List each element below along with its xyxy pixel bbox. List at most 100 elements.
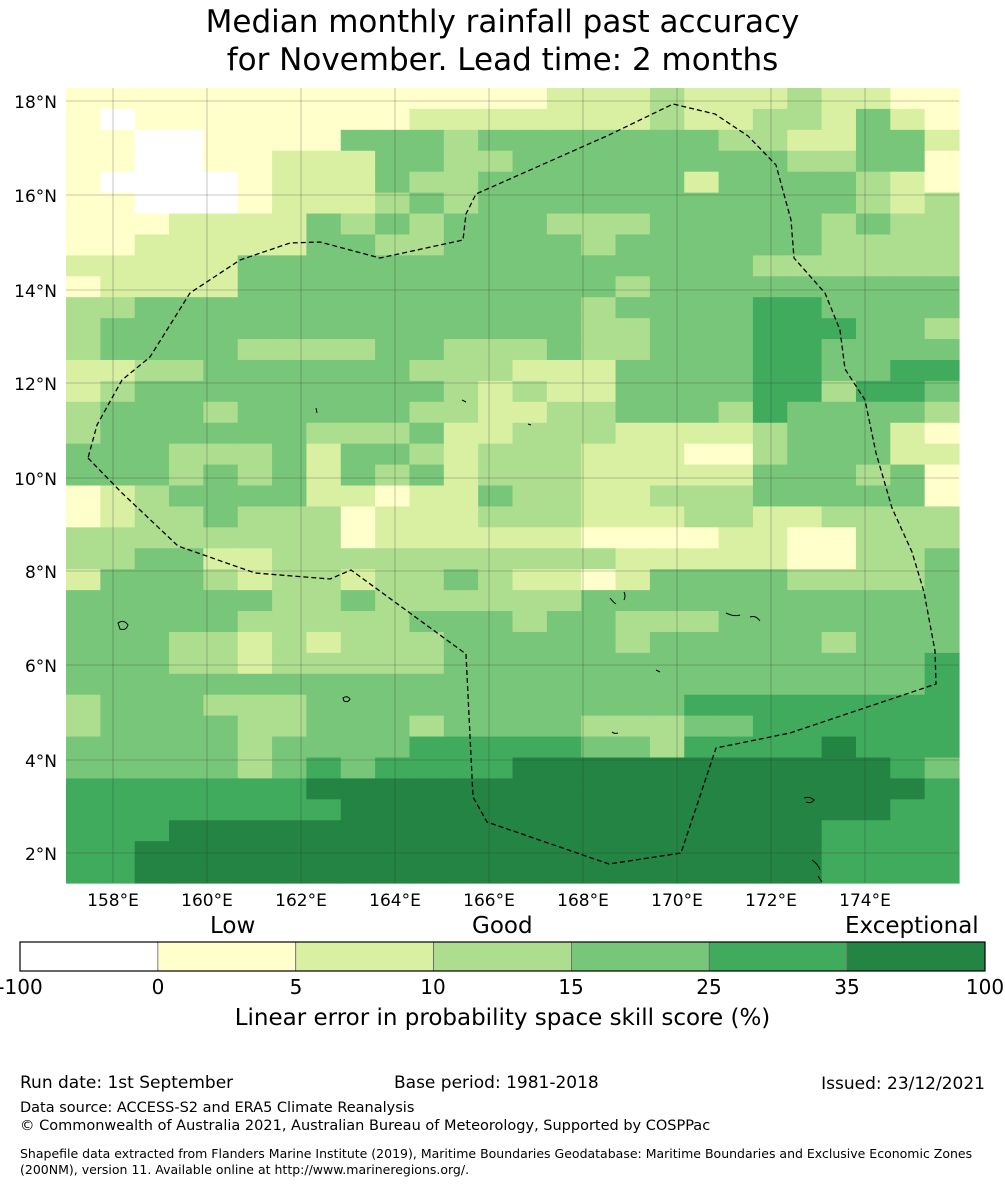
grid-cell	[340, 590, 376, 612]
grid-cell	[546, 443, 582, 466]
grid-cell	[478, 318, 514, 340]
grid-cell	[134, 213, 170, 236]
grid-cell	[787, 862, 823, 884]
grid-cell	[924, 443, 960, 466]
grid-cell	[924, 339, 960, 361]
grid-cell	[752, 129, 788, 152]
grid-cell	[821, 694, 857, 717]
grid-cell	[581, 150, 617, 173]
grid-cell	[787, 548, 823, 570]
grid-cell	[203, 234, 239, 256]
grid-cell	[375, 506, 411, 528]
grid-cell	[66, 485, 101, 508]
grid-cell	[615, 192, 651, 215]
latitude-label: 16°N	[14, 187, 57, 207]
grid-cell	[272, 694, 308, 717]
grid-cell	[718, 339, 754, 361]
grid-cell	[752, 88, 788, 110]
grid-cell	[718, 192, 754, 215]
grid-cell	[409, 171, 445, 194]
grid-cell	[581, 485, 617, 508]
grid-cell	[478, 694, 514, 717]
grid-cell	[66, 715, 101, 738]
grid-cell	[375, 485, 411, 508]
grid-cell	[649, 192, 685, 215]
grid-cell	[66, 548, 101, 570]
grid-cell	[581, 88, 617, 110]
grid-cell	[478, 569, 514, 591]
grid-cell	[237, 213, 273, 236]
grid-cell	[581, 422, 617, 445]
grid-cell	[787, 276, 823, 298]
grid-cell	[615, 736, 651, 759]
grid-cell	[855, 485, 891, 508]
grid-cell	[924, 213, 960, 236]
grid-cell	[787, 255, 823, 277]
grid-cell	[272, 736, 308, 759]
grid-cell	[546, 841, 582, 863]
grid-cell	[237, 150, 273, 173]
grid-cell	[546, 778, 582, 800]
grid-cell	[66, 569, 101, 591]
grid-cell	[821, 506, 857, 528]
grid-cell	[478, 715, 514, 738]
grid-cell	[272, 485, 308, 508]
grid-cell	[855, 799, 891, 821]
longitude-label: 172°E	[745, 891, 797, 911]
grid-cell	[272, 715, 308, 738]
grid-cell	[237, 527, 273, 549]
grid-cell	[237, 631, 273, 654]
grid-cell	[443, 694, 479, 717]
grid-cell	[718, 108, 754, 131]
grid-cell	[478, 778, 514, 800]
grid-cell	[100, 129, 136, 152]
grid-cell	[134, 485, 170, 508]
grid-cell	[512, 380, 548, 403]
grid-cell	[924, 485, 960, 508]
grid-cell	[272, 799, 308, 821]
grid-cell	[787, 485, 823, 508]
grid-cell	[787, 506, 823, 528]
grid-cell	[855, 569, 891, 591]
grid-cell	[272, 631, 308, 654]
grid-cell	[203, 88, 239, 110]
grid-cell	[684, 673, 720, 696]
grid-cell	[409, 548, 445, 570]
grid-cell	[340, 171, 376, 194]
grid-cell	[478, 757, 514, 779]
grid-cell	[375, 820, 411, 842]
shapefile-credit: Shapefile data extracted from Flanders M…	[20, 1146, 973, 1177]
grid-cell	[718, 464, 754, 487]
grid-cell	[752, 171, 788, 194]
grid-cell	[66, 150, 101, 173]
grid-cell	[409, 88, 445, 110]
grid-cell	[134, 192, 170, 215]
grid-cell	[821, 150, 857, 173]
grid-cell	[306, 841, 342, 863]
grid-cell	[272, 569, 308, 591]
grid-cell	[134, 799, 170, 821]
grid-cell	[203, 359, 239, 382]
grid-cell	[272, 192, 308, 215]
grid-cell	[100, 736, 136, 759]
grid-cell	[684, 820, 720, 842]
grid-cell	[546, 150, 582, 173]
grid-cell	[821, 129, 857, 152]
grid-cell	[272, 108, 308, 131]
grid-cell	[821, 590, 857, 612]
grid-cell	[203, 422, 239, 445]
grid-cell	[237, 506, 273, 528]
grid-cell	[203, 611, 239, 633]
grid-cell	[581, 820, 617, 842]
grid-cell	[615, 443, 651, 466]
grid-cell	[306, 339, 342, 361]
grid-cell	[443, 88, 479, 110]
grid-cell	[855, 422, 891, 445]
grid-cell	[512, 443, 548, 466]
graticule	[66, 88, 959, 883]
grid-cell	[237, 715, 273, 738]
grid-cell	[924, 673, 960, 696]
grid-cell	[409, 339, 445, 361]
grid-cell	[169, 652, 204, 675]
grid-cell	[237, 255, 273, 277]
